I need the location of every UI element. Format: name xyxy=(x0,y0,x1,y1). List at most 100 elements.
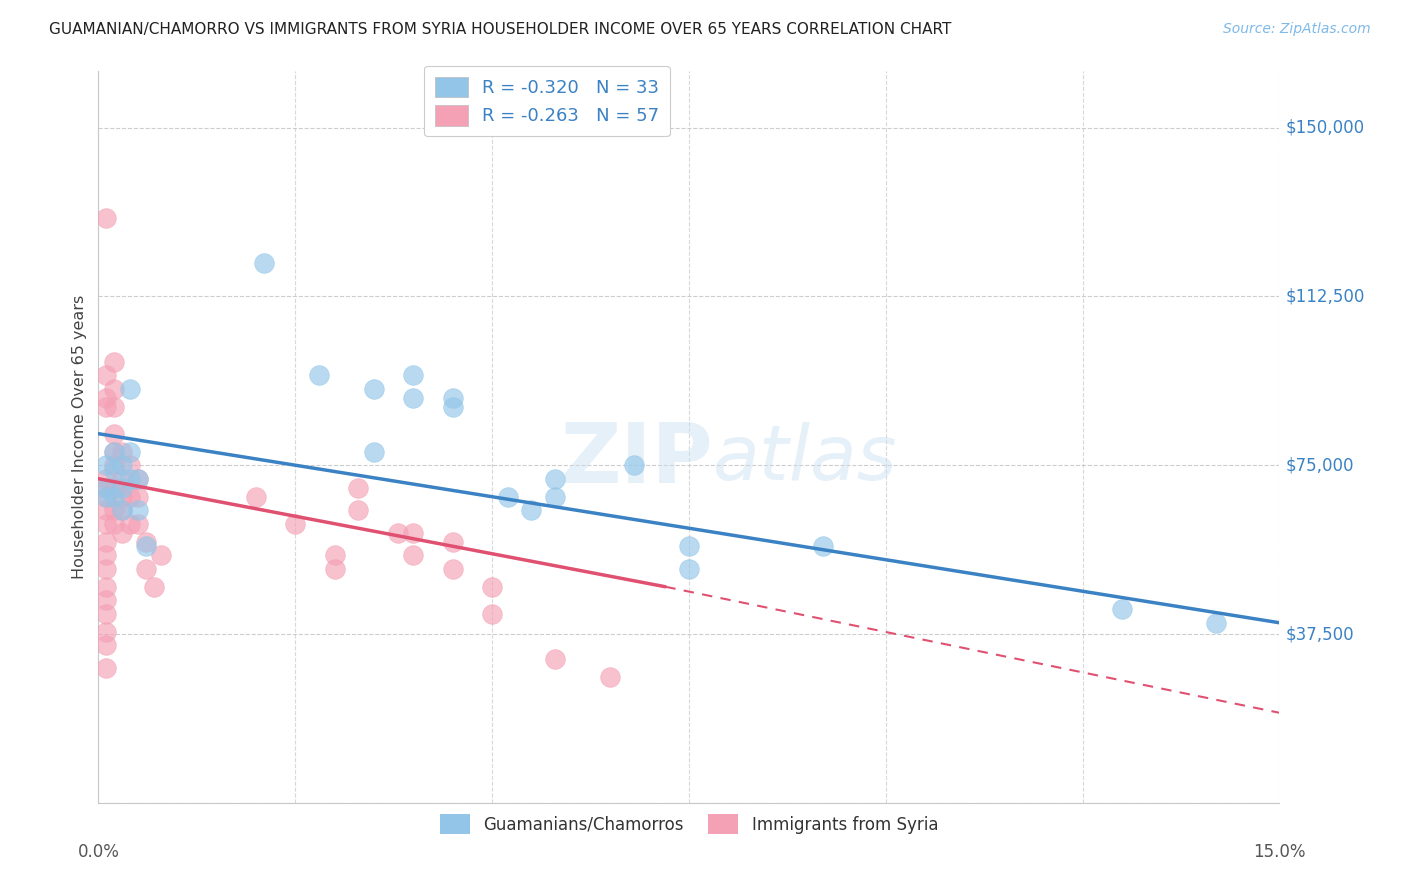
Point xyxy=(96,638,118,652)
Point xyxy=(387,525,409,540)
Point xyxy=(347,503,370,517)
Point xyxy=(118,382,141,396)
Point xyxy=(103,354,125,368)
Point xyxy=(481,580,503,594)
Text: 0.0%: 0.0% xyxy=(77,843,120,862)
Text: $37,500: $37,500 xyxy=(1285,625,1354,643)
Text: $112,500: $112,500 xyxy=(1285,287,1365,305)
Point xyxy=(96,548,118,562)
Point xyxy=(402,548,425,562)
Point xyxy=(363,444,385,458)
Point xyxy=(96,400,118,414)
Point xyxy=(96,503,118,517)
Point xyxy=(520,503,543,517)
Point xyxy=(96,607,118,621)
Point xyxy=(323,562,346,576)
Point xyxy=(544,472,567,486)
Point xyxy=(142,580,165,594)
Point xyxy=(96,562,118,576)
Point xyxy=(96,211,118,225)
Point xyxy=(96,481,118,495)
Point xyxy=(96,490,118,504)
Point xyxy=(245,490,267,504)
Point xyxy=(135,534,157,549)
Point xyxy=(96,580,118,594)
Point xyxy=(678,539,700,553)
Point xyxy=(441,391,464,405)
Point xyxy=(96,534,118,549)
Point xyxy=(135,562,157,576)
Point xyxy=(103,503,125,517)
Point xyxy=(402,368,425,383)
Point xyxy=(103,400,125,414)
Text: Source: ZipAtlas.com: Source: ZipAtlas.com xyxy=(1223,22,1371,37)
Point xyxy=(118,516,141,531)
Point xyxy=(1205,615,1227,630)
Point xyxy=(441,534,464,549)
Point xyxy=(111,458,134,473)
Point xyxy=(363,382,385,396)
Point xyxy=(118,458,141,473)
Point xyxy=(111,525,134,540)
Point xyxy=(111,444,134,458)
Point xyxy=(103,490,125,504)
Point xyxy=(599,670,621,684)
Legend: Guamanians/Chamorros, Immigrants from Syria: Guamanians/Chamorros, Immigrants from Sy… xyxy=(432,806,946,842)
Point xyxy=(103,481,125,495)
Point xyxy=(111,472,134,486)
Point xyxy=(623,458,645,473)
Point xyxy=(96,472,118,486)
Point xyxy=(127,516,149,531)
Point xyxy=(544,490,567,504)
Point xyxy=(118,490,141,504)
Point xyxy=(103,444,125,458)
Y-axis label: Householder Income Over 65 years: Householder Income Over 65 years xyxy=(72,295,87,579)
Point xyxy=(496,490,519,504)
Point xyxy=(402,525,425,540)
Point xyxy=(96,458,118,473)
Point xyxy=(103,463,125,477)
Point xyxy=(308,368,330,383)
Text: $75,000: $75,000 xyxy=(1285,456,1354,475)
Point xyxy=(402,391,425,405)
Point xyxy=(96,490,118,504)
Point xyxy=(103,444,125,458)
Point xyxy=(118,472,141,486)
Point xyxy=(111,481,134,495)
Point xyxy=(96,368,118,383)
Text: ZIP: ZIP xyxy=(560,418,713,500)
Point xyxy=(111,490,134,504)
Point xyxy=(1111,602,1133,616)
Point xyxy=(347,481,370,495)
Point xyxy=(544,652,567,666)
Point xyxy=(441,400,464,414)
Point xyxy=(481,607,503,621)
Point xyxy=(127,472,149,486)
Point xyxy=(96,481,118,495)
Point xyxy=(284,516,307,531)
Point xyxy=(253,255,276,269)
Point xyxy=(150,548,173,562)
Text: atlas: atlas xyxy=(713,422,897,496)
Point xyxy=(111,503,134,517)
Point xyxy=(96,624,118,639)
Point xyxy=(127,503,149,517)
Point xyxy=(811,539,834,553)
Point xyxy=(103,426,125,441)
Text: 15.0%: 15.0% xyxy=(1253,843,1306,862)
Point xyxy=(103,382,125,396)
Text: $150,000: $150,000 xyxy=(1285,119,1364,136)
Point xyxy=(96,661,118,675)
Point xyxy=(323,548,346,562)
Point xyxy=(118,444,141,458)
Point xyxy=(127,490,149,504)
Point xyxy=(96,593,118,607)
Point xyxy=(96,516,118,531)
Point xyxy=(103,458,125,473)
Point xyxy=(441,562,464,576)
Point xyxy=(127,472,149,486)
Point xyxy=(103,516,125,531)
Text: GUAMANIAN/CHAMORRO VS IMMIGRANTS FROM SYRIA HOUSEHOLDER INCOME OVER 65 YEARS COR: GUAMANIAN/CHAMORRO VS IMMIGRANTS FROM SY… xyxy=(49,22,952,37)
Point xyxy=(135,539,157,553)
Point xyxy=(96,391,118,405)
